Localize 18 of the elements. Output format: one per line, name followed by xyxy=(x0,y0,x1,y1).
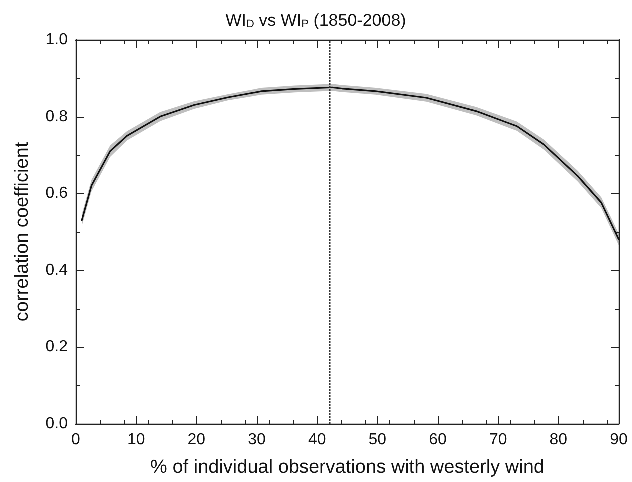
x-tick-label: 40 xyxy=(308,432,326,448)
x-tick-label: 50 xyxy=(368,432,387,448)
x-axis-title: % of individual observations with westerly wind xyxy=(150,457,544,478)
x-tick-label: 20 xyxy=(188,432,206,448)
y-tick-label: 0.4 xyxy=(46,262,68,279)
x-tick-label: 10 xyxy=(127,432,146,448)
y-tick-label: 0.8 xyxy=(46,108,68,126)
y-axis-title: correlation coefficient xyxy=(12,142,33,322)
y-tick-label: 0.6 xyxy=(46,185,68,202)
x-tick-label: 80 xyxy=(550,432,568,448)
y-tick-label: 0.2 xyxy=(46,338,68,356)
x-tick-label: 60 xyxy=(429,432,447,448)
y-tick-label: 0.0 xyxy=(46,416,68,432)
x-tick-label: 90 xyxy=(610,432,628,448)
x-tick-label: 30 xyxy=(248,432,266,448)
x-tick-label: 0 xyxy=(72,432,81,448)
y-tick-label: 1.0 xyxy=(46,32,68,48)
x-tick-label: 70 xyxy=(489,432,508,448)
